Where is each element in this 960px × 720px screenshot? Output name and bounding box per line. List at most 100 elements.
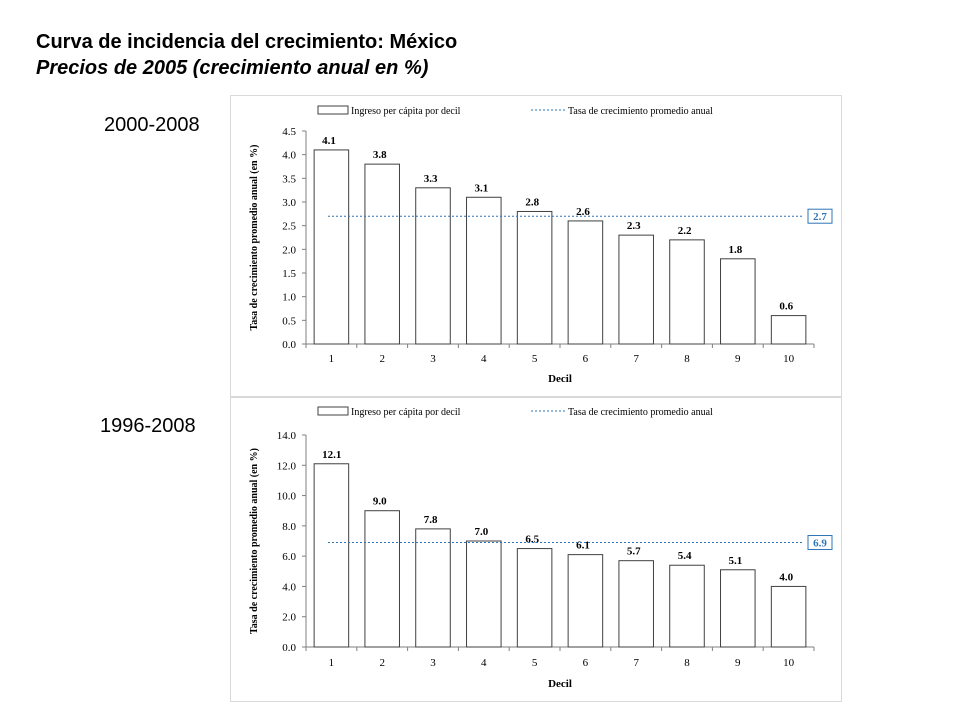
bar bbox=[669, 239, 705, 345]
bar bbox=[567, 554, 604, 648]
x-axis-label: Decil bbox=[548, 678, 572, 690]
chart-2000-2008: Ingreso per cápita por decil Tasa de crec… bbox=[249, 105, 833, 385]
data-label: 12.1 bbox=[322, 449, 341, 461]
x-axis-label: Decil bbox=[548, 373, 572, 385]
legend-bar-label: Ingreso per cápita por decil bbox=[351, 106, 461, 117]
legend-average-label: Tasa de crecimiento promedio anual bbox=[568, 106, 713, 117]
y-tick-label: 4.0 bbox=[282, 150, 296, 162]
bar bbox=[364, 163, 400, 345]
data-label: 3.8 bbox=[373, 149, 387, 161]
x-tick-label: 10 bbox=[783, 353, 795, 365]
chart-title: Curva de incidencia del crecimiento: Méx… bbox=[36, 31, 458, 53]
legend-bar-swatch bbox=[317, 105, 349, 115]
bar bbox=[364, 510, 400, 648]
x-tick-label: 9 bbox=[735, 353, 741, 365]
y-tick-label: 4.5 bbox=[282, 126, 296, 138]
bar bbox=[618, 234, 654, 345]
data-label: 3.3 bbox=[424, 173, 438, 185]
data-label: 0.6 bbox=[779, 301, 793, 313]
bar bbox=[415, 187, 451, 345]
data-label: 5.7 bbox=[627, 546, 641, 558]
legend: Ingreso per cápita por decil Tasa de crec… bbox=[317, 105, 713, 117]
average-label: 6.9 bbox=[813, 538, 827, 550]
y-tick-label: 10.0 bbox=[277, 491, 297, 503]
data-label: 1.8 bbox=[729, 244, 743, 256]
y-tick-label: 2.5 bbox=[282, 221, 296, 233]
chart-panel-1996-2008: Ingreso per cápita por decil Tasa de crec… bbox=[230, 397, 842, 702]
legend: Ingreso per cápita por decil Tasa de crec… bbox=[317, 406, 713, 418]
legend-bar-swatch bbox=[317, 406, 349, 416]
data-label: 6.5 bbox=[525, 534, 539, 546]
data-label: 2.3 bbox=[627, 220, 641, 232]
y-tick-label: 1.0 bbox=[282, 292, 296, 304]
x-tick-label: 7 bbox=[633, 353, 639, 365]
bar bbox=[770, 315, 807, 345]
chart-subtitle: Precios de 2005 (crecimiento anual en %) bbox=[36, 57, 429, 79]
x-tick-label: 6 bbox=[583, 353, 589, 365]
data-label: 5.4 bbox=[678, 550, 692, 562]
period-label-top: 2000-2008 bbox=[104, 114, 200, 136]
y-tick-label: 14.0 bbox=[277, 430, 297, 442]
legend-average-label: Tasa de crecimiento promedio anual bbox=[568, 407, 713, 418]
x-tick-label: 1 bbox=[329, 657, 335, 669]
average-label-box bbox=[807, 208, 833, 224]
bar bbox=[567, 220, 604, 345]
data-label: 3.1 bbox=[475, 182, 489, 194]
data-label: 9.0 bbox=[373, 496, 387, 508]
bar bbox=[313, 149, 350, 345]
x-tick-label: 3 bbox=[430, 657, 436, 669]
x-tick-label: 1 bbox=[329, 353, 335, 365]
data-label: 7.0 bbox=[475, 526, 489, 538]
y-axis-label: Tasa de crecimiento promedio anual (en %… bbox=[249, 145, 260, 331]
y-tick-label: 0.0 bbox=[282, 642, 296, 654]
data-label: 5.1 bbox=[729, 555, 743, 567]
y-tick-label: 12.0 bbox=[277, 460, 297, 472]
bar bbox=[313, 463, 350, 648]
x-tick-label: 2 bbox=[379, 353, 385, 365]
bar bbox=[516, 548, 553, 648]
bar bbox=[516, 210, 553, 345]
x-tick-label: 7 bbox=[633, 657, 639, 669]
bar bbox=[466, 196, 502, 345]
y-tick-label: 0.0 bbox=[282, 339, 296, 351]
data-label: 7.8 bbox=[424, 514, 438, 526]
y-tick-label: 4.0 bbox=[282, 581, 296, 593]
data-label: 2.8 bbox=[525, 196, 539, 208]
y-axis-label: Tasa de crecimiento promedio anual (en %… bbox=[249, 448, 260, 634]
y-tick-label: 6.0 bbox=[282, 551, 296, 563]
x-tick-label: 2 bbox=[379, 657, 385, 669]
x-tick-label: 8 bbox=[684, 353, 690, 365]
x-tick-label: 6 bbox=[583, 657, 589, 669]
chart-1996-2008: Ingreso per cápita por decil Tasa de crec… bbox=[249, 406, 833, 690]
bar bbox=[770, 585, 807, 648]
bar bbox=[415, 528, 451, 648]
y-tick-label: 3.0 bbox=[282, 197, 296, 209]
x-tick-label: 9 bbox=[735, 657, 741, 669]
y-tick-label: 8.0 bbox=[282, 521, 296, 533]
y-tick-label: 2.0 bbox=[282, 244, 296, 256]
y-tick-label: 2.0 bbox=[282, 612, 296, 624]
chart-panel-2000-2008: Ingreso per cápita por decil Tasa de crec… bbox=[230, 95, 842, 397]
x-tick-label: 4 bbox=[481, 353, 487, 365]
y-tick-label: 1.5 bbox=[282, 268, 296, 280]
bar bbox=[466, 540, 502, 648]
bar bbox=[618, 560, 654, 648]
x-tick-label: 8 bbox=[684, 657, 690, 669]
page-title: Curva de incidencia del crecimiento: Méx… bbox=[36, 29, 457, 81]
y-tick-label: 3.5 bbox=[282, 173, 296, 185]
bar bbox=[720, 569, 756, 648]
x-tick-label: 5 bbox=[532, 353, 538, 365]
x-tick-label: 3 bbox=[430, 353, 436, 365]
average-label-box bbox=[807, 535, 833, 551]
bar bbox=[669, 564, 705, 648]
y-tick-label: 0.5 bbox=[282, 315, 296, 327]
data-label: 4.1 bbox=[322, 135, 336, 147]
x-tick-label: 5 bbox=[532, 657, 538, 669]
data-label: 4.0 bbox=[779, 571, 793, 583]
period-label-bottom: 1996-2008 bbox=[100, 415, 196, 437]
data-label: 6.1 bbox=[576, 540, 590, 552]
bar bbox=[720, 258, 756, 345]
x-tick-label: 4 bbox=[481, 657, 487, 669]
data-label: 2.2 bbox=[678, 225, 692, 237]
legend-bar-label: Ingreso per cápita por decil bbox=[351, 407, 461, 418]
